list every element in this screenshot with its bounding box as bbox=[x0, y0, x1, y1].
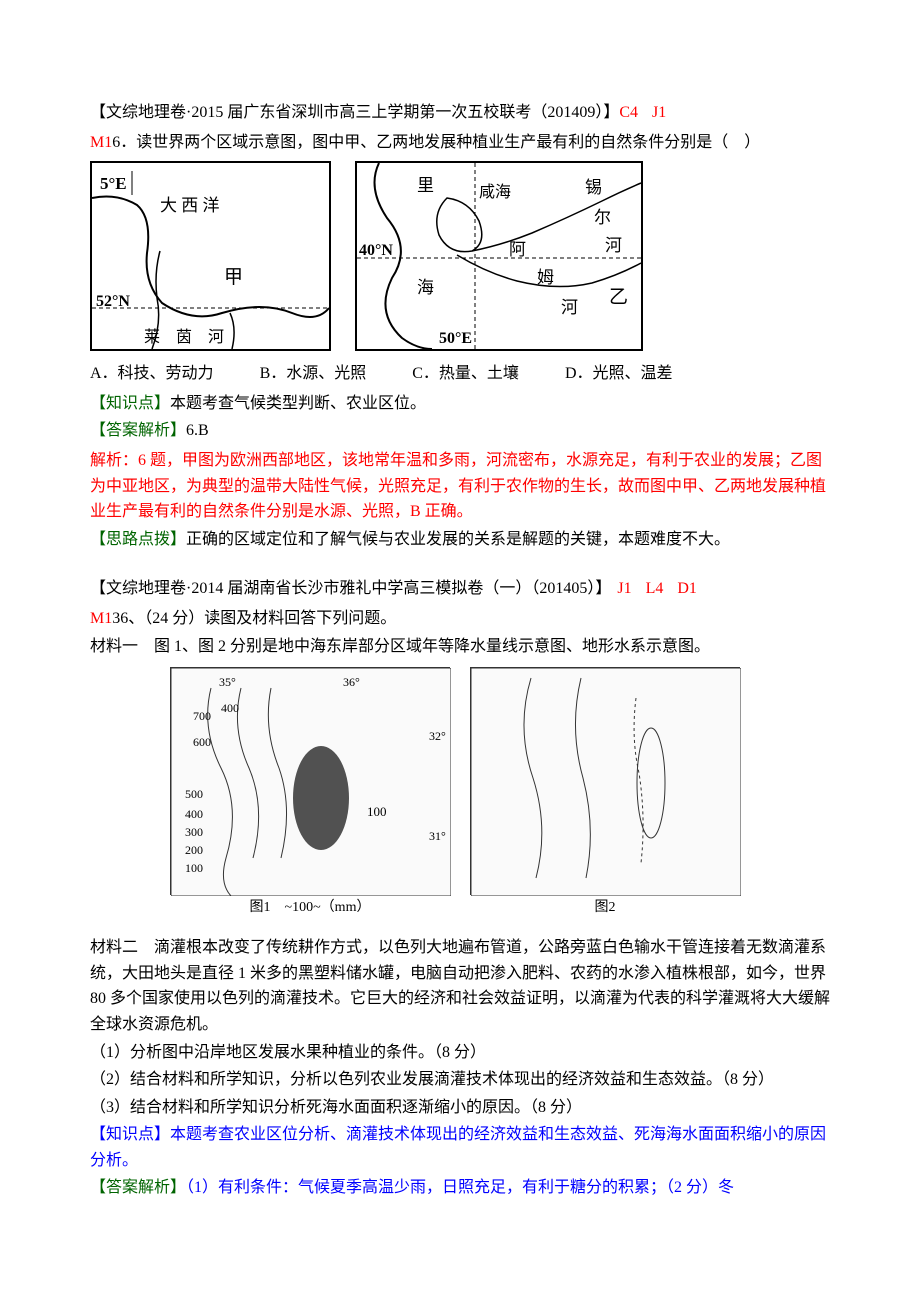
knowledge-label-2: 【知识点】 bbox=[90, 1126, 170, 1143]
svg-text:31°: 31° bbox=[429, 829, 446, 843]
code-c4: C4 bbox=[619, 104, 638, 121]
figure-2-svg: 里 咸海 锡 尔 40°N 海 阿 河 姆 河 乙 50°E bbox=[357, 163, 641, 349]
fig2-a: 阿 bbox=[509, 240, 526, 259]
q-part-3: （3）结合材料和所学知识分析死海水面面积逐渐缩小的原因。（8 分） bbox=[90, 1095, 830, 1121]
svg-text:400: 400 bbox=[185, 807, 203, 821]
svg-text:500: 500 bbox=[185, 787, 203, 801]
source-label-2: 【文综地理卷·2014 届湖南省长沙市雅礼中学高三模拟卷（一）（201405）】 bbox=[90, 580, 611, 597]
svg-text:35°: 35° bbox=[219, 675, 236, 689]
answer-label-1: 【答案解析】 bbox=[90, 422, 186, 439]
fig2-hai: 海 bbox=[417, 278, 434, 297]
fig1-ocean-label: 大 西 洋 bbox=[160, 196, 220, 215]
options-line: A．科技、劳动力 B．水源、光照 C．热量、土壤 D．光照、温差 bbox=[90, 361, 830, 387]
fig1-river-label: 莱 茵 河 bbox=[144, 328, 224, 346]
knowledge-text-2: 本题考查农业区位分析、滴灌技术体现出的经济效益和生态效益、死海海水面面积缩小的原… bbox=[90, 1126, 826, 1169]
source-line-2: 【文综地理卷·2014 届湖南省长沙市雅礼中学高三模拟卷（一）（201405）】… bbox=[90, 576, 830, 602]
fig2-li: 里 bbox=[417, 176, 434, 195]
fig1-lat-label: 52°N bbox=[96, 293, 130, 310]
option-d: D．光照、温差 bbox=[565, 361, 673, 387]
code-d1: D1 bbox=[677, 580, 697, 597]
figure-2-box: 里 咸海 锡 尔 40°N 海 阿 河 姆 河 乙 50°E bbox=[355, 161, 643, 351]
answer-line-2: 【答案解析】（1）有利条件：气候夏季高温少雨，日照充足，有利于糖分的积累；（2 … bbox=[90, 1175, 830, 1201]
answer-line-1: 【答案解析】6.B bbox=[90, 418, 830, 444]
figure2-1-svg: 35° 36° 32° 31° 700 400 600 500 400 300 … bbox=[171, 668, 451, 896]
svg-text:100: 100 bbox=[367, 804, 387, 819]
analysis-para-1: 解析：6 题，甲图为欧洲西部地区，该地常年温和多雨，河流密布，水源充足，有利于农… bbox=[90, 448, 830, 525]
option-a: A．科技、劳动力 bbox=[90, 361, 214, 387]
figure-1-svg: 5°E 大 西 洋 甲 52°N 莱 茵 河 bbox=[92, 163, 329, 349]
option-b: B．水源、光照 bbox=[260, 361, 367, 387]
fig1-lon-label: 5°E bbox=[100, 174, 127, 193]
svg-text:36°: 36° bbox=[343, 675, 360, 689]
fig1-jia-label: 甲 bbox=[224, 267, 243, 288]
knowledge-text-1: 本题考查气候类型判断、农业区位。 bbox=[170, 395, 426, 412]
fig2-1-caption: 图1 ~100~（mm） bbox=[170, 897, 450, 919]
answer-part-2: （1）有利条件：气候夏季高温少雨，日照充足，有利于糖分的积累；（2 分）冬 bbox=[186, 1179, 734, 1196]
material-1: 材料一 图 1、图 2 分别是地中海东岸部分区域年等降水量线示意图、地形水系示意… bbox=[90, 634, 830, 660]
source-label-1: 【文综地理卷·2015 届广东省深圳市高三上学期第一次五校联考（201409）】 bbox=[90, 104, 619, 121]
q-part-1: （1）分析图中沿岸地区发展水果种植业的条件。（8 分） bbox=[90, 1040, 830, 1066]
figures-row-1: 5°E 大 西 洋 甲 52°N 莱 茵 河 里 咸海 锡 尔 40°N 海 阿… bbox=[90, 161, 830, 351]
question-6-text: 6．读世界两个区域示意图，图中甲、乙两地发展种植业生产最有利的自然条件分别是（ … bbox=[112, 134, 760, 151]
fig2-he2: 河 bbox=[561, 298, 578, 317]
source-line-1: 【文综地理卷·2015 届广东省深圳市高三上学期第一次五校联考（201409）】… bbox=[90, 100, 830, 126]
figure2-2-svg bbox=[471, 668, 741, 896]
fig2-mu: 姆 bbox=[537, 268, 554, 287]
fig2-lon50: 50°E bbox=[439, 330, 472, 347]
answer-text-1: 6.B bbox=[186, 422, 209, 439]
fig2-lat40: 40°N bbox=[359, 242, 393, 259]
q-part-2: （2）结合材料和所学知识，分析以色列农业发展滴灌技术体现出的经济效益和生态效益。… bbox=[90, 1067, 830, 1093]
figure-block-2: 35° 36° 32° 31° 700 400 600 500 400 300 … bbox=[170, 667, 750, 927]
question-6-line: M16．读世界两个区域示意图，图中甲、乙两地发展种植业生产最有利的自然条件分别是… bbox=[90, 130, 830, 156]
question-36-text: 36、（24 分）读图及材料回答下列问题。 bbox=[112, 610, 396, 627]
fig2-2-caption: 图2 bbox=[470, 897, 740, 919]
knowledge-label-1: 【知识点】 bbox=[90, 395, 170, 412]
svg-text:300: 300 bbox=[185, 825, 203, 839]
fig2-xi: 锡 bbox=[585, 178, 602, 197]
tip-text-1: 正确的区域定位和了解气候与农业发展的关系是解题的关键，本题难度不大。 bbox=[186, 531, 730, 548]
svg-text:700: 700 bbox=[193, 709, 211, 723]
figure2-2-placeholder bbox=[470, 667, 740, 895]
m1-label-2: M1 bbox=[90, 610, 112, 627]
answer-label-2: 【答案解析】 bbox=[90, 1179, 186, 1196]
fig2-er: 尔 bbox=[594, 208, 611, 227]
fig2-xian: 咸海 bbox=[479, 183, 511, 201]
svg-text:200: 200 bbox=[185, 843, 203, 857]
figure2-1-placeholder: 35° 36° 32° 31° 700 400 600 500 400 300 … bbox=[170, 667, 450, 895]
fig2-yi: 乙 bbox=[609, 287, 628, 308]
code-l4: L4 bbox=[646, 580, 664, 597]
option-c: C．热量、土壤 bbox=[412, 361, 519, 387]
material-2: 材料二 滴灌根本改变了传统耕作方式，以色列大地遍布管道，公路旁蓝白色输水干管连接… bbox=[90, 935, 830, 1037]
tip-line-1: 【思路点拨】正确的区域定位和了解气候与农业发展的关系是解题的关键，本题难度不大。 bbox=[90, 527, 830, 553]
knowledge-line-2: 【知识点】本题考查农业区位分析、滴灌技术体现出的经济效益和生态效益、死海海水面面… bbox=[90, 1122, 830, 1173]
svg-text:600: 600 bbox=[193, 735, 211, 749]
tip-label-1: 【思路点拨】 bbox=[90, 531, 186, 548]
svg-text:400: 400 bbox=[221, 701, 239, 715]
figure-1-box: 5°E 大 西 洋 甲 52°N 莱 茵 河 bbox=[90, 161, 331, 351]
code-j1-2: J1 bbox=[617, 580, 631, 597]
svg-text:32°: 32° bbox=[429, 729, 446, 743]
knowledge-line-1: 【知识点】本题考查气候类型判断、农业区位。 bbox=[90, 391, 830, 417]
code-j1: J1 bbox=[652, 104, 666, 121]
question-36-line: M136、（24 分）读图及材料回答下列问题。 bbox=[90, 606, 830, 632]
fig2-he1: 河 bbox=[605, 236, 622, 255]
m1-label-1: M1 bbox=[90, 134, 112, 151]
svg-text:100: 100 bbox=[185, 861, 203, 875]
